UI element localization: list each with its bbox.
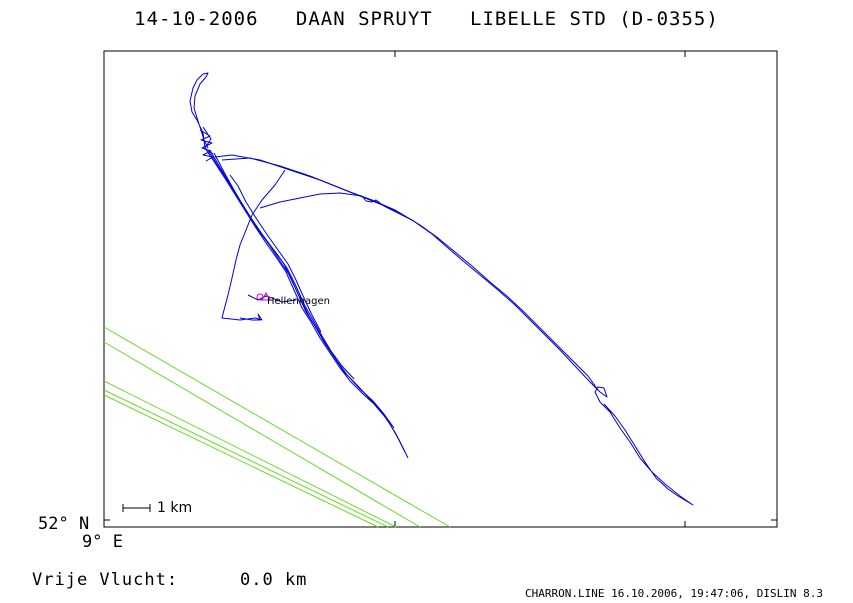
latitude-label: 52° N [38,514,90,534]
airfield-marker [256,291,271,301]
scale-bar [122,504,151,512]
distance-label: Vrije Vlucht: [32,570,179,590]
distance-value: 0.0 km [240,570,308,590]
map-frame [103,50,778,528]
place-label: Hellenhagen [267,296,331,307]
flight-track [189,72,694,506]
axis-ticks [103,50,777,527]
longitude-label: 9° E [82,532,123,552]
airspace-boundaries [103,326,451,528]
scale-label: 1 km [157,500,193,516]
chart-title: 14-10-2006 DAAN SPRUYT LIBELLE STD (D-03… [134,8,719,30]
footer-credit: CHARRON.LINE 16.10.2006, 19:47:06, DISLI… [524,587,823,600]
